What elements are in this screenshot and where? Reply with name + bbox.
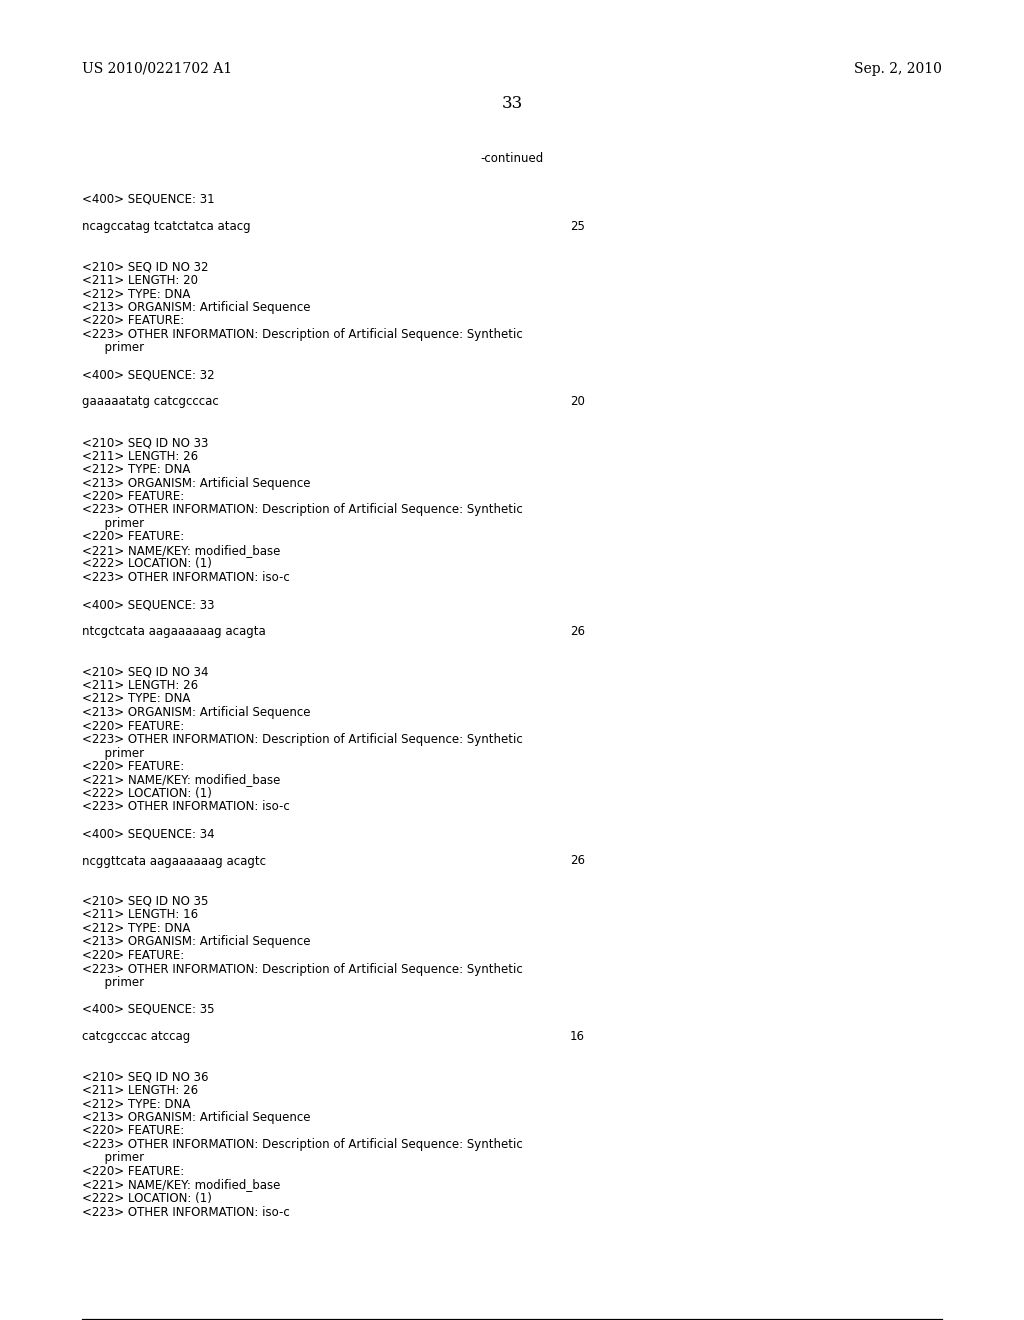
Text: <210> SEQ ID NO 33: <210> SEQ ID NO 33 <box>82 436 208 449</box>
Text: 26: 26 <box>570 854 585 867</box>
Text: <213> ORGANISM: Artificial Sequence: <213> ORGANISM: Artificial Sequence <box>82 301 310 314</box>
Text: <223> OTHER INFORMATION: Description of Artificial Sequence: Synthetic: <223> OTHER INFORMATION: Description of … <box>82 327 522 341</box>
Text: ncagccatag tcatctatca atacg: ncagccatag tcatctatca atacg <box>82 220 251 234</box>
Text: primer: primer <box>82 1151 144 1164</box>
Text: catcgcccac atccag: catcgcccac atccag <box>82 1030 190 1043</box>
Text: <400> SEQUENCE: 33: <400> SEQUENCE: 33 <box>82 598 214 611</box>
Text: <223> OTHER INFORMATION: Description of Artificial Sequence: Synthetic: <223> OTHER INFORMATION: Description of … <box>82 733 522 746</box>
Text: <210> SEQ ID NO 35: <210> SEQ ID NO 35 <box>82 895 208 908</box>
Text: <220> FEATURE:: <220> FEATURE: <box>82 490 184 503</box>
Text: <212> TYPE: DNA: <212> TYPE: DNA <box>82 288 190 301</box>
Text: <210> SEQ ID NO 36: <210> SEQ ID NO 36 <box>82 1071 209 1084</box>
Text: <220> FEATURE:: <220> FEATURE: <box>82 1166 184 1177</box>
Text: <210> SEQ ID NO 32: <210> SEQ ID NO 32 <box>82 260 209 273</box>
Text: <221> NAME/KEY: modified_base: <221> NAME/KEY: modified_base <box>82 1179 281 1192</box>
Text: <210> SEQ ID NO 34: <210> SEQ ID NO 34 <box>82 665 209 678</box>
Text: primer: primer <box>82 342 144 355</box>
Text: <222> LOCATION: (1): <222> LOCATION: (1) <box>82 787 212 800</box>
Text: <223> OTHER INFORMATION: iso-c: <223> OTHER INFORMATION: iso-c <box>82 800 290 813</box>
Text: <400> SEQUENCE: 32: <400> SEQUENCE: 32 <box>82 368 215 381</box>
Text: <211> LENGTH: 26: <211> LENGTH: 26 <box>82 450 198 462</box>
Text: 25: 25 <box>570 220 585 234</box>
Text: <223> OTHER INFORMATION: iso-c: <223> OTHER INFORMATION: iso-c <box>82 572 290 583</box>
Text: <221> NAME/KEY: modified_base: <221> NAME/KEY: modified_base <box>82 774 281 787</box>
Text: <212> TYPE: DNA: <212> TYPE: DNA <box>82 921 190 935</box>
Text: <211> LENGTH: 26: <211> LENGTH: 26 <box>82 678 198 692</box>
Text: <212> TYPE: DNA: <212> TYPE: DNA <box>82 693 190 705</box>
Text: <212> TYPE: DNA: <212> TYPE: DNA <box>82 463 190 477</box>
Text: 33: 33 <box>502 95 522 112</box>
Text: primer: primer <box>82 517 144 531</box>
Text: 16: 16 <box>570 1030 585 1043</box>
Text: <220> FEATURE:: <220> FEATURE: <box>82 719 184 733</box>
Text: <400> SEQUENCE: 34: <400> SEQUENCE: 34 <box>82 828 215 841</box>
Text: <220> FEATURE:: <220> FEATURE: <box>82 531 184 544</box>
Text: 20: 20 <box>570 396 585 408</box>
Text: <211> LENGTH: 16: <211> LENGTH: 16 <box>82 908 198 921</box>
Text: <400> SEQUENCE: 35: <400> SEQUENCE: 35 <box>82 1003 214 1016</box>
Text: 26: 26 <box>570 624 585 638</box>
Text: <213> ORGANISM: Artificial Sequence: <213> ORGANISM: Artificial Sequence <box>82 706 310 719</box>
Text: <220> FEATURE:: <220> FEATURE: <box>82 949 184 962</box>
Text: <221> NAME/KEY: modified_base: <221> NAME/KEY: modified_base <box>82 544 281 557</box>
Text: <211> LENGTH: 20: <211> LENGTH: 20 <box>82 275 198 286</box>
Text: US 2010/0221702 A1: US 2010/0221702 A1 <box>82 62 232 77</box>
Text: <223> OTHER INFORMATION: iso-c: <223> OTHER INFORMATION: iso-c <box>82 1205 290 1218</box>
Text: Sep. 2, 2010: Sep. 2, 2010 <box>854 62 942 77</box>
Text: <220> FEATURE:: <220> FEATURE: <box>82 1125 184 1138</box>
Text: <222> LOCATION: (1): <222> LOCATION: (1) <box>82 557 212 570</box>
Text: primer: primer <box>82 747 144 759</box>
Text: <213> ORGANISM: Artificial Sequence: <213> ORGANISM: Artificial Sequence <box>82 477 310 490</box>
Text: gaaaaatatg catcgcccac: gaaaaatatg catcgcccac <box>82 396 219 408</box>
Text: <223> OTHER INFORMATION: Description of Artificial Sequence: Synthetic: <223> OTHER INFORMATION: Description of … <box>82 1138 522 1151</box>
Text: <223> OTHER INFORMATION: Description of Artificial Sequence: Synthetic: <223> OTHER INFORMATION: Description of … <box>82 962 522 975</box>
Text: <211> LENGTH: 26: <211> LENGTH: 26 <box>82 1084 198 1097</box>
Text: <222> LOCATION: (1): <222> LOCATION: (1) <box>82 1192 212 1205</box>
Text: ncggttcata aagaaaaaag acagtc: ncggttcata aagaaaaaag acagtc <box>82 854 266 867</box>
Text: <212> TYPE: DNA: <212> TYPE: DNA <box>82 1097 190 1110</box>
Text: <220> FEATURE:: <220> FEATURE: <box>82 314 184 327</box>
Text: ntcgctcata aagaaaaaag acagta: ntcgctcata aagaaaaaag acagta <box>82 624 266 638</box>
Text: <220> FEATURE:: <220> FEATURE: <box>82 760 184 774</box>
Text: <213> ORGANISM: Artificial Sequence: <213> ORGANISM: Artificial Sequence <box>82 936 310 949</box>
Text: primer: primer <box>82 975 144 989</box>
Text: <223> OTHER INFORMATION: Description of Artificial Sequence: Synthetic: <223> OTHER INFORMATION: Description of … <box>82 503 522 516</box>
Text: <213> ORGANISM: Artificial Sequence: <213> ORGANISM: Artificial Sequence <box>82 1111 310 1125</box>
Text: -continued: -continued <box>480 152 544 165</box>
Text: <400> SEQUENCE: 31: <400> SEQUENCE: 31 <box>82 193 215 206</box>
